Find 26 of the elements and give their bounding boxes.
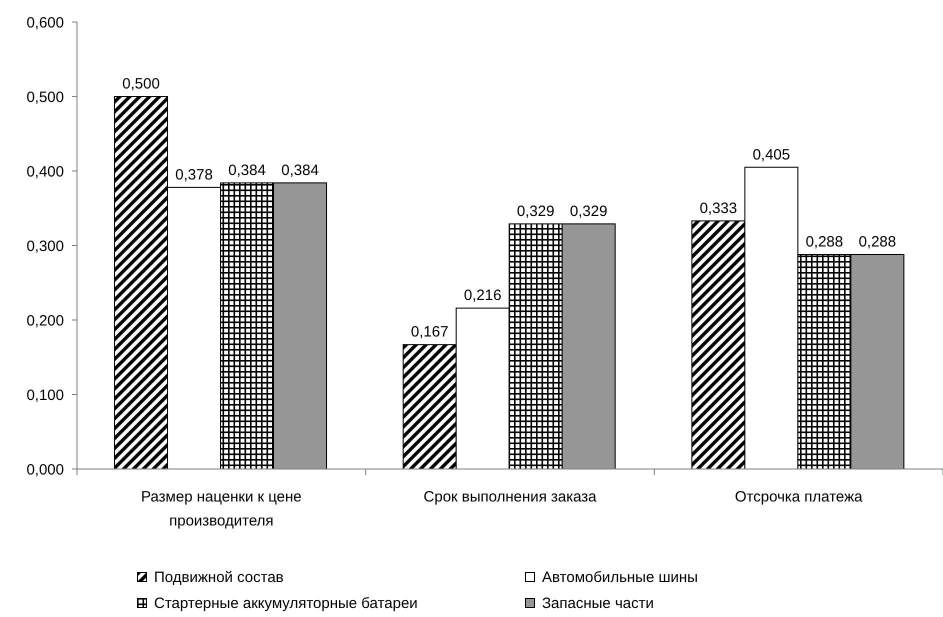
data-label: 0,329 xyxy=(516,202,554,220)
y-tick-label: 0,500 xyxy=(26,88,64,106)
y-tick-label: 0,000 xyxy=(26,461,64,478)
data-label: 0,216 xyxy=(464,287,502,304)
legend-label: Запасные части xyxy=(542,594,654,612)
legend-label: Автомобильные шины xyxy=(542,568,698,586)
data-label: 0,500 xyxy=(122,76,160,92)
y-tick-label: 0,300 xyxy=(26,238,64,255)
data-label: 0,288 xyxy=(806,233,844,250)
y-tick-label: 0,400 xyxy=(26,163,64,180)
y-tick-label: 0,600 xyxy=(26,14,64,32)
data-label: 0,333 xyxy=(700,200,738,217)
data-label: 0,405 xyxy=(752,146,790,164)
x-tick-label: Отсрочка платежа xyxy=(734,488,864,506)
legend-label: Стартерные аккумуляторные батареи xyxy=(154,594,418,612)
legend-label: Подвижной состав xyxy=(154,568,284,586)
x-tick-label: Срок выполнения заказа xyxy=(424,488,598,506)
x-tick-label: Размер наценки к цене производителя xyxy=(141,488,302,530)
data-label: 0,384 xyxy=(228,162,266,179)
data-label: 0,288 xyxy=(858,233,896,250)
data-label: 0,167 xyxy=(410,324,448,341)
data-label: 0,378 xyxy=(175,166,213,184)
data-label: 0,384 xyxy=(281,162,319,179)
y-tick-label: 0,200 xyxy=(26,312,64,330)
y-tick-label: 0,100 xyxy=(26,386,64,404)
data-label: 0,329 xyxy=(570,202,608,220)
